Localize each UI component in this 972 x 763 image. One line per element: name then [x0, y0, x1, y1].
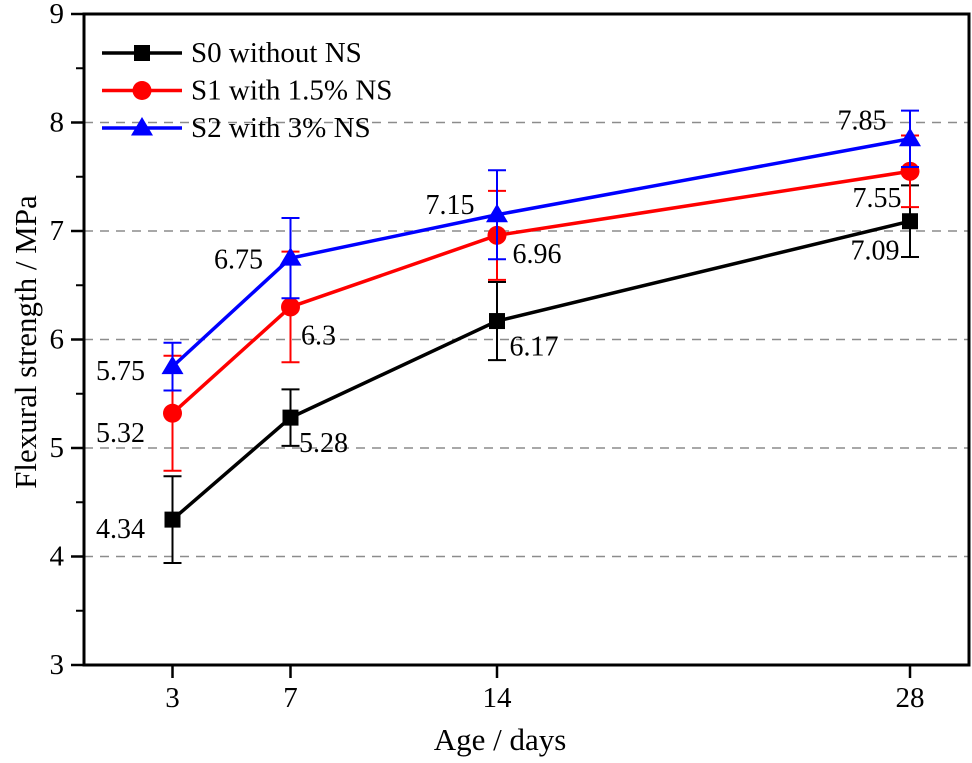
series-line-2 — [171, 137, 911, 368]
y-tick-label-3: 3 — [50, 649, 65, 681]
marker-0-1 — [282, 409, 299, 426]
data-label-1-1: 6.3 — [301, 320, 336, 351]
data-label-2-3: 7.85 — [838, 105, 887, 136]
marker-0-2 — [489, 313, 505, 330]
legend-marker-2 — [131, 117, 153, 136]
data-label-2-1: 6.75 — [214, 245, 263, 276]
y-tick-label-8: 8 — [50, 107, 65, 139]
x-tick-label-3: 3 — [165, 682, 180, 714]
data-label-2-0: 5.75 — [96, 356, 145, 387]
data-label-1-0: 5.32 — [96, 418, 145, 449]
y-tick-label-6: 6 — [50, 324, 65, 356]
marker-0-0 — [164, 511, 181, 528]
y-axis-title: Flexural strength / MPa — [8, 195, 43, 489]
legend-label-1: S1 with 1.5% NS — [191, 75, 392, 107]
data-label-0-3: 7.09 — [851, 236, 900, 267]
x-tick-label-28: 28 — [896, 682, 925, 714]
legend-label-2: S2 with 3% NS — [191, 112, 371, 144]
marker-2-0 — [161, 355, 184, 375]
y-tick-label-7: 7 — [50, 215, 65, 247]
legend-label-0: S0 without NS — [191, 37, 362, 69]
marker-2-2 — [486, 203, 508, 223]
series-line-0 — [171, 219, 911, 521]
data-label-0-0: 4.34 — [96, 514, 145, 545]
legend-marker-1 — [132, 81, 152, 100]
marker-1-0 — [163, 403, 182, 423]
y-tick-label-5: 5 — [50, 432, 65, 464]
y-tick-label-4: 4 — [50, 541, 65, 573]
marker-2-1 — [279, 247, 302, 266]
series-line-1 — [171, 169, 911, 415]
marker-2-3 — [899, 127, 921, 147]
data-label-2-2: 7.15 — [426, 190, 475, 221]
data-label-1-2: 6.96 — [513, 239, 562, 270]
x-tick-label-7: 7 — [283, 682, 298, 714]
x-axis-title: Age / days — [433, 722, 567, 757]
data-label-0-2: 6.17 — [510, 332, 559, 363]
marker-0-3 — [902, 213, 918, 230]
marker-1-1 — [281, 297, 300, 317]
data-label-0-1: 5.28 — [299, 428, 348, 459]
y-tick-label-9: 9 — [50, 0, 65, 30]
x-tick-label-14: 14 — [483, 682, 513, 714]
legend-marker-0 — [134, 45, 150, 61]
data-label-1-3: 7.55 — [853, 183, 902, 214]
